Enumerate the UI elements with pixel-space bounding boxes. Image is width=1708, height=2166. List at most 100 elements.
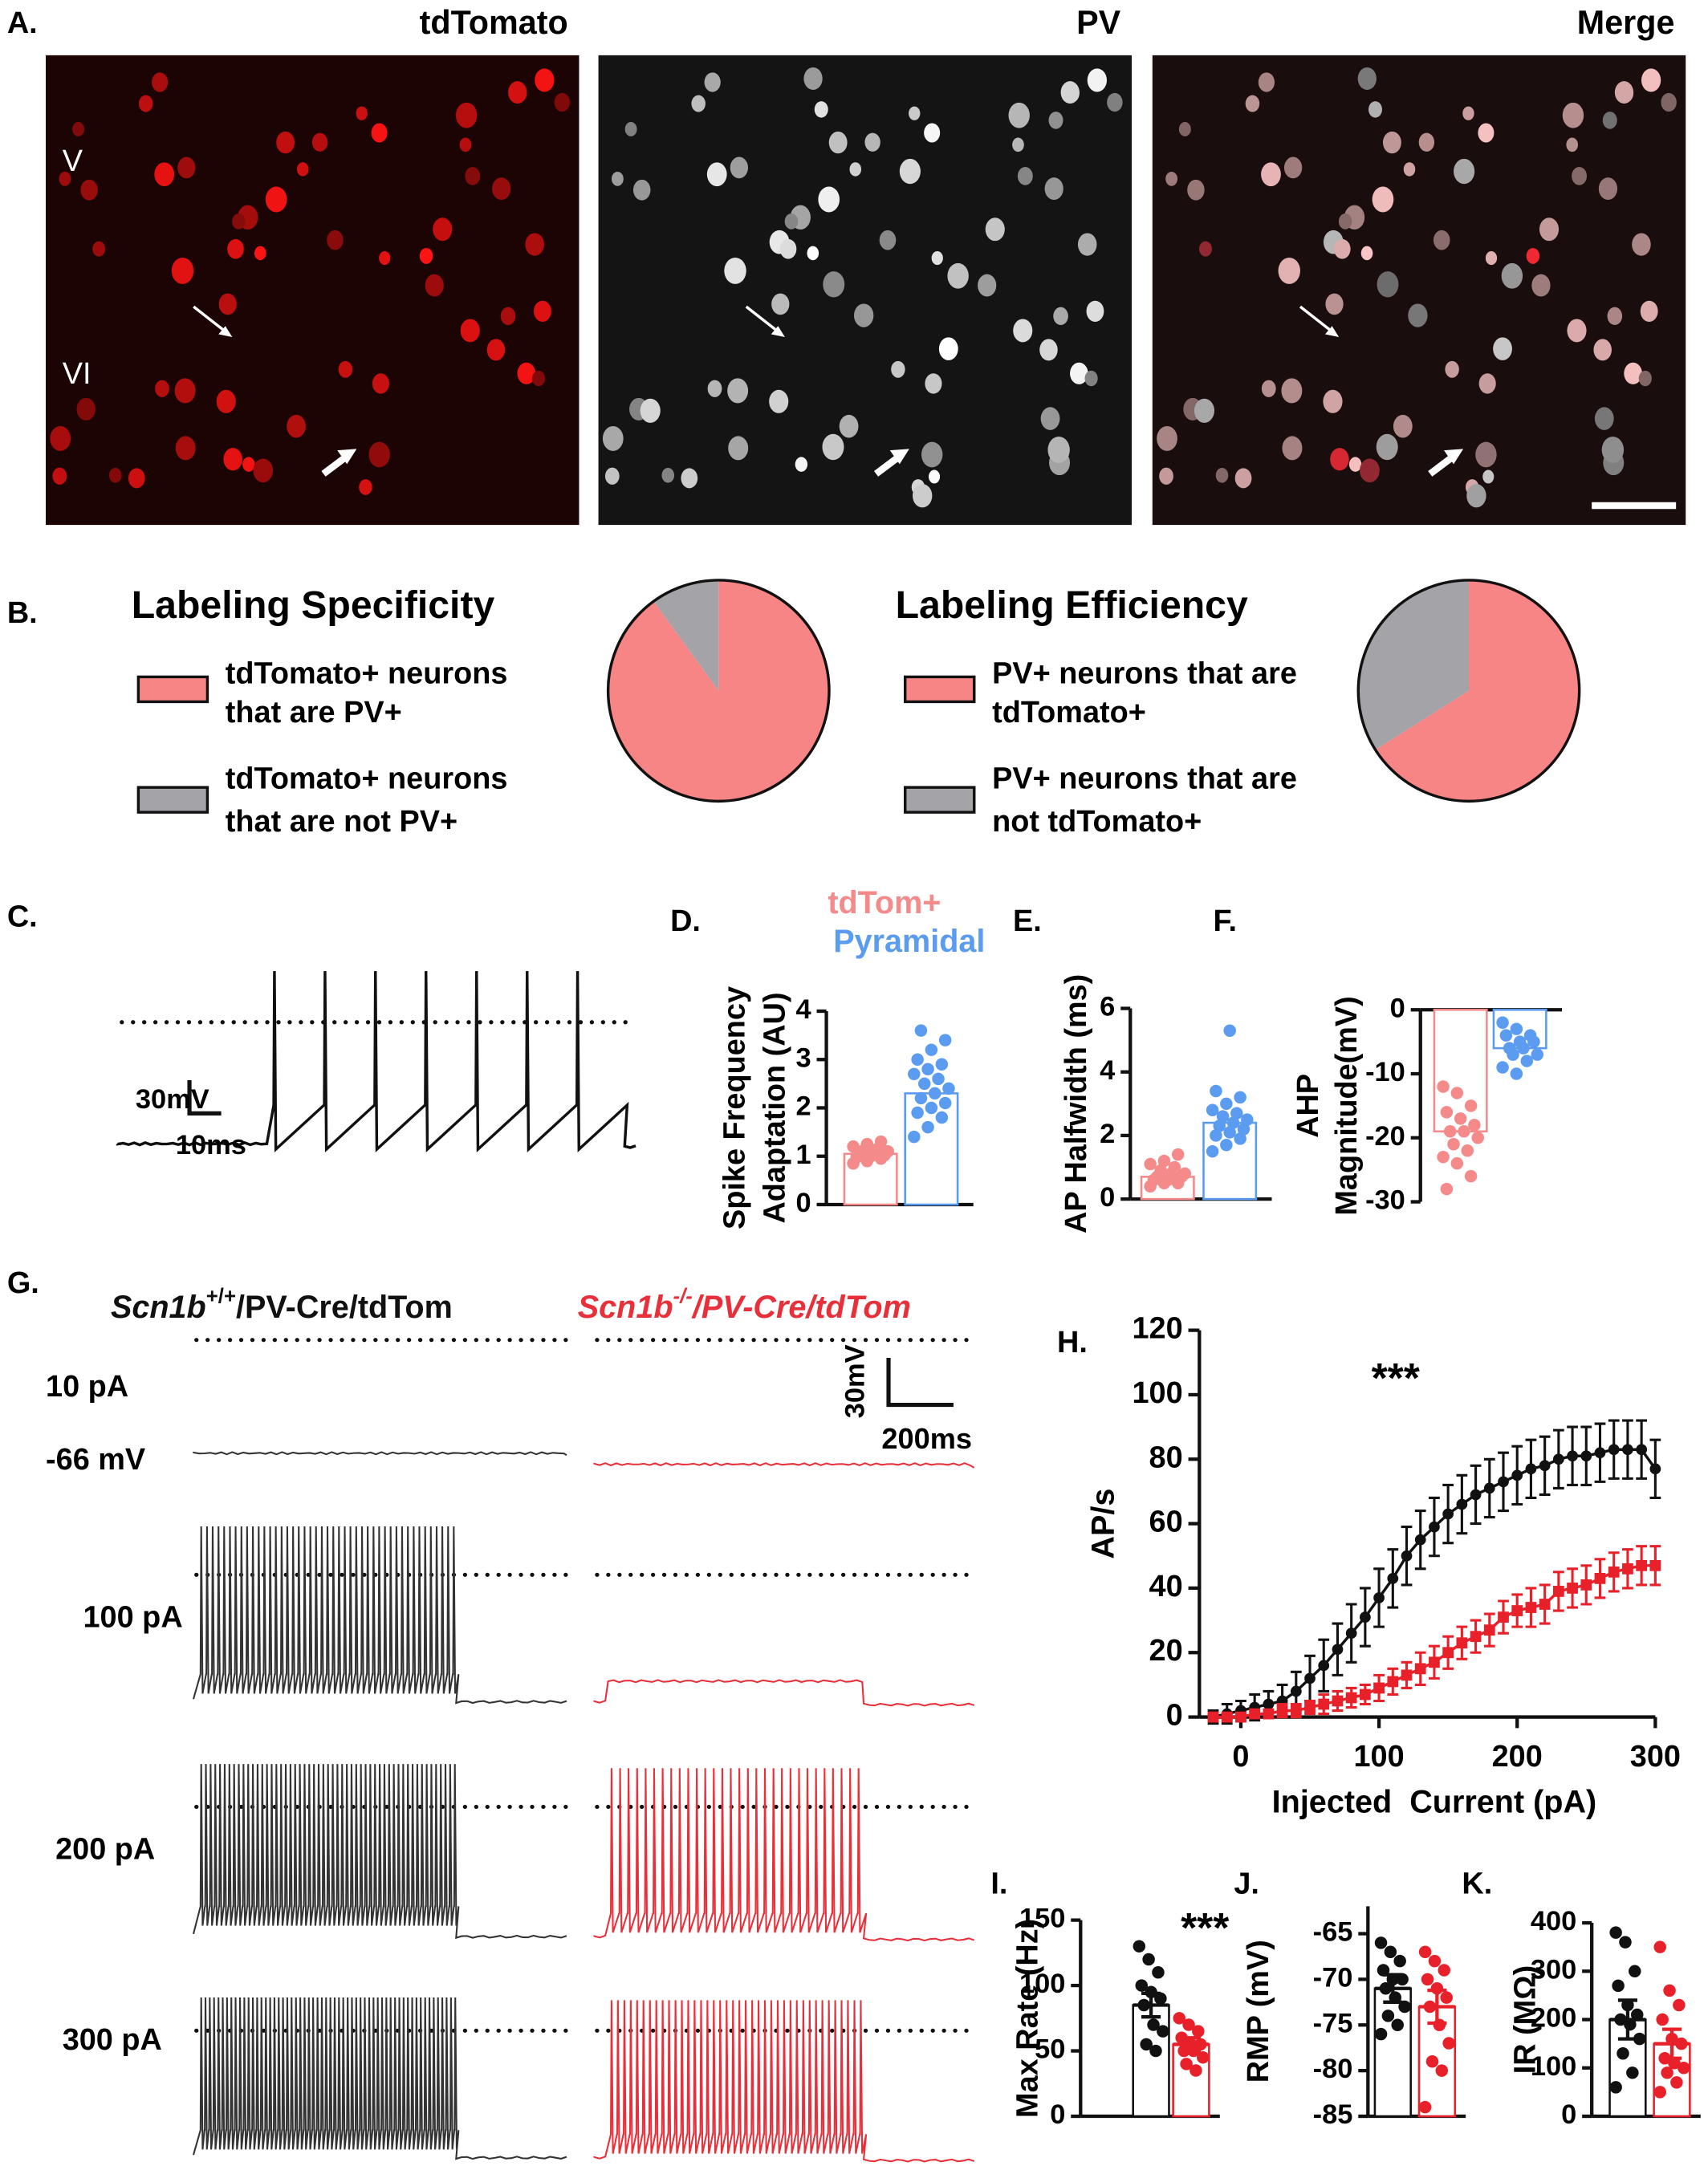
cell bbox=[371, 123, 388, 143]
pie-outline bbox=[1356, 579, 1581, 803]
data-point bbox=[921, 1120, 934, 1134]
cell bbox=[978, 274, 997, 297]
data-point bbox=[1440, 1106, 1454, 1119]
cell bbox=[311, 132, 328, 152]
y-tick-label: 120 bbox=[1132, 1312, 1182, 1346]
y-tick-label: 2 bbox=[1100, 1119, 1115, 1149]
data-point bbox=[1210, 1084, 1222, 1098]
y-tick-label: 20 bbox=[1149, 1634, 1183, 1668]
data-point bbox=[1594, 1572, 1606, 1584]
cell bbox=[1598, 177, 1618, 201]
cell bbox=[1261, 380, 1276, 397]
cell bbox=[891, 360, 905, 378]
cell bbox=[486, 339, 506, 361]
cell bbox=[1357, 67, 1377, 90]
data-point bbox=[1263, 1708, 1275, 1720]
pie-slice bbox=[608, 579, 830, 802]
data-point bbox=[1608, 1444, 1620, 1456]
data-point bbox=[1178, 1167, 1192, 1181]
cell bbox=[1107, 92, 1123, 112]
cell bbox=[531, 370, 546, 387]
data-point bbox=[1496, 1016, 1509, 1029]
data-point bbox=[1223, 1024, 1236, 1038]
y-tick-label: -85 bbox=[1313, 2099, 1353, 2130]
cell bbox=[1562, 102, 1584, 128]
data-point bbox=[925, 1101, 938, 1115]
data-point bbox=[1414, 1663, 1426, 1675]
data-point bbox=[1636, 1444, 1648, 1456]
data-point bbox=[1471, 1132, 1484, 1144]
cell bbox=[1178, 122, 1191, 136]
cell bbox=[1338, 213, 1352, 230]
data-point bbox=[1418, 2100, 1432, 2114]
cell bbox=[1278, 257, 1300, 284]
panel-label: G. bbox=[7, 1266, 39, 1300]
data-point bbox=[1458, 1125, 1470, 1138]
data-point bbox=[1304, 1701, 1316, 1713]
x-tick-label: 100 bbox=[1354, 1740, 1405, 1774]
data-point bbox=[1234, 1132, 1246, 1145]
genotype-label: Scn1b+/+/PV-Cre/tdTom bbox=[111, 1285, 453, 1325]
data-point bbox=[847, 1140, 860, 1153]
pie-title: Labeling Efficiency bbox=[896, 583, 1248, 627]
genotype-sup: -/- bbox=[673, 1285, 693, 1307]
data-point bbox=[1527, 1035, 1540, 1048]
cell bbox=[691, 95, 706, 112]
micrographs: tdTomato PV Merge V VI bbox=[46, 4, 1686, 526]
data-point bbox=[1223, 1126, 1236, 1139]
data-point bbox=[1608, 1566, 1620, 1578]
data-point bbox=[1192, 2025, 1205, 2038]
data-point bbox=[1468, 1119, 1481, 1132]
cell bbox=[92, 241, 106, 257]
cell bbox=[632, 179, 651, 201]
pie-outline bbox=[606, 579, 831, 803]
cell bbox=[52, 467, 67, 485]
current-label: 300 pA bbox=[63, 2023, 162, 2057]
data-point bbox=[1507, 1048, 1519, 1061]
cell bbox=[1360, 458, 1380, 483]
data-point bbox=[1636, 1559, 1648, 1571]
data-point bbox=[1220, 1097, 1233, 1111]
cell bbox=[727, 378, 749, 404]
cell bbox=[1641, 68, 1661, 92]
scale-label: 30mV bbox=[136, 1084, 209, 1115]
data-point bbox=[1616, 2046, 1629, 2060]
y-tick-label: 100 bbox=[1132, 1376, 1182, 1410]
cell bbox=[803, 67, 823, 90]
cell bbox=[1323, 389, 1343, 413]
cell bbox=[359, 479, 372, 495]
cell bbox=[1013, 319, 1033, 343]
cell bbox=[795, 457, 808, 472]
cell bbox=[879, 230, 897, 250]
data-point bbox=[1425, 2055, 1439, 2068]
cell bbox=[525, 233, 544, 256]
data-point bbox=[1133, 1940, 1146, 1953]
data-point bbox=[1499, 1029, 1513, 1042]
cell bbox=[1017, 167, 1033, 185]
y-tick-label: -70 bbox=[1313, 1962, 1353, 1993]
cell bbox=[1602, 112, 1617, 129]
cell bbox=[1234, 468, 1252, 489]
cell bbox=[1215, 467, 1229, 483]
y-tick-label: 4 bbox=[1100, 1055, 1115, 1086]
data-point bbox=[1567, 1450, 1578, 1462]
layer-label: V bbox=[63, 144, 83, 178]
data-point bbox=[1580, 1579, 1592, 1591]
cell bbox=[661, 467, 675, 483]
cell bbox=[1282, 436, 1303, 461]
cell bbox=[177, 156, 196, 179]
cell bbox=[985, 217, 1005, 242]
data-point bbox=[1418, 1945, 1432, 1959]
cell bbox=[1040, 407, 1060, 430]
cell bbox=[1333, 238, 1351, 259]
y-tick-label: 4 bbox=[795, 994, 811, 1025]
data-point bbox=[1433, 2018, 1446, 2032]
y-tick-label: 0 bbox=[1561, 2099, 1576, 2130]
data-point bbox=[1157, 1154, 1171, 1168]
data-point bbox=[1653, 1940, 1666, 1953]
data-point bbox=[1173, 2012, 1185, 2025]
voltage-trace bbox=[593, 1679, 975, 1707]
error-bar bbox=[1173, 2036, 1210, 2053]
data-point bbox=[1454, 1112, 1467, 1125]
y-axis-label: Magnitude(mV) bbox=[1330, 996, 1364, 1215]
